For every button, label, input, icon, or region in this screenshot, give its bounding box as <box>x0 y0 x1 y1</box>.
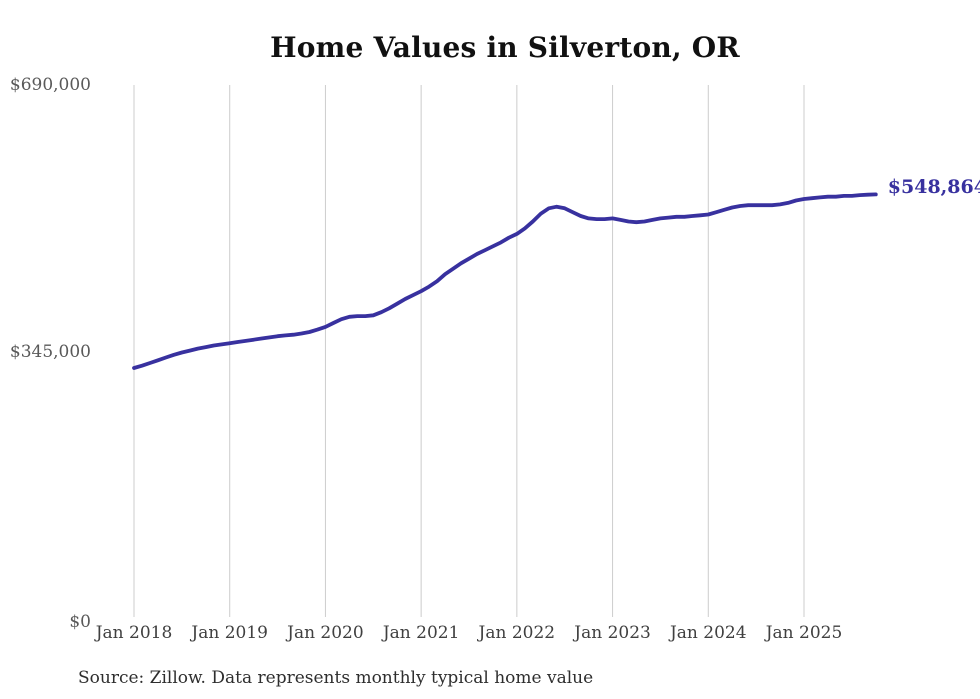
y-axis-tick-label: $690,000 <box>9 75 91 95</box>
latest-value-label: $548,864 <box>887 176 980 199</box>
x-axis-tick-label: Jan 2025 <box>765 623 843 643</box>
source-note: Source: Zillow. Data represents monthly … <box>78 668 594 688</box>
x-axis-tick-label: Jan 2019 <box>191 623 268 643</box>
y-axis-tick-label: $345,000 <box>9 342 91 362</box>
x-axis-tick-label: Jan 2022 <box>478 623 556 643</box>
x-axis-tick-label: Jan 2024 <box>669 623 747 643</box>
chart-title: Home Values in Silverton, OR <box>270 31 740 64</box>
home-value-line <box>132 192 878 370</box>
x-axis-tick-label: Jan 2023 <box>574 623 651 643</box>
y-axis-tick-label: $0 <box>69 612 91 632</box>
x-axis-tick-label: Jan 2021 <box>382 623 460 643</box>
x-axis-tick-label: Jan 2020 <box>287 623 364 643</box>
x-axis-tick-label: Jan 2018 <box>95 623 173 643</box>
